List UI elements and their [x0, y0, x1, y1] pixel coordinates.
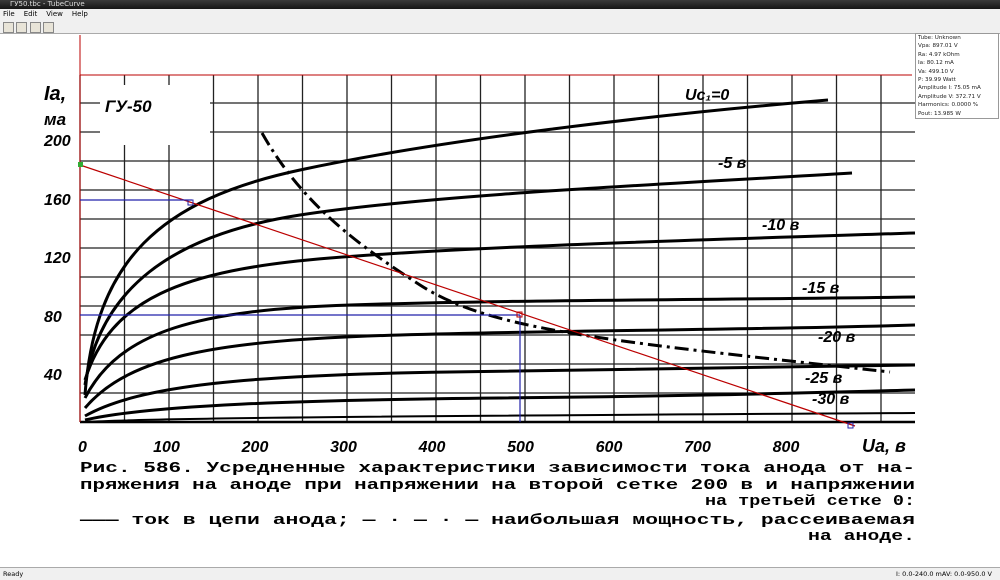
x-tick-label: 0 — [78, 439, 87, 456]
curve — [84, 363, 916, 418]
y-axis-unit: ма — [44, 110, 66, 129]
y-tick-label: 40 — [43, 367, 62, 384]
menu-bar: File Edit View Help — [0, 9, 1000, 20]
point-marker — [847, 422, 854, 429]
status-bar: Ready I: 0.0-240.0 mA V: 0.0-950.0 V — [0, 567, 1000, 580]
x-tick-label: 100 — [153, 439, 180, 456]
curve — [83, 171, 853, 386]
caption-line: на третьей сетке 0: — [705, 493, 915, 510]
load-line — [79, 164, 856, 427]
window-button[interactable] — [43, 22, 54, 33]
tube-label-box — [100, 85, 210, 145]
info-line: Ia: 80.12 mA — [918, 60, 954, 67]
voltage-range: V: 0.0-950.0 V — [946, 570, 992, 578]
curve-label: -25 в — [805, 370, 843, 387]
open-button[interactable] — [3, 22, 14, 33]
point-marker — [78, 162, 83, 167]
point-marker — [516, 311, 523, 318]
menu-item[interactable]: Edit — [23, 10, 38, 18]
info-panel: Tube: Unknown Vpa: 897.01 V Ra: 4.97 kOhm I… — [915, 33, 999, 119]
status-text: Ready — [3, 570, 24, 578]
current-range: I: 0.0-240.0 mA — [896, 570, 947, 578]
info-line: Amplitude I: 75.05 mA — [918, 85, 981, 92]
info-line: Ra: 4.97 kOhm — [918, 51, 960, 58]
info-line: Vpa: 897.01 V — [918, 43, 958, 50]
caption-line: на аноде. — [808, 528, 915, 545]
y-axis-label: Iа, — [44, 83, 66, 105]
caption-line: ——— ток в цепи анода; — · — · — наибольш… — [79, 512, 915, 529]
info-line: Harmonics: 0.0000 % — [918, 102, 979, 109]
toolbar — [0, 20, 1000, 34]
caption-line: Рис. 586. Усредненные характеристики зав… — [80, 460, 915, 477]
y-tick-label: 160 — [44, 192, 71, 209]
x-tick-label: 700 — [684, 439, 711, 456]
y-tick-label: 120 — [44, 250, 71, 267]
curve-label: -5 в — [718, 155, 747, 172]
tube-name: ГУ-50 — [105, 97, 152, 116]
curve — [83, 98, 829, 396]
menu-item[interactable]: File — [3, 10, 15, 18]
menu-item[interactable]: View — [46, 10, 63, 18]
info-line: Amplitude V: 372.71 V — [918, 93, 981, 100]
y-tick-label: 80 — [44, 309, 62, 326]
x-tick-label: 500 — [507, 439, 534, 456]
copy-button[interactable] — [30, 22, 41, 33]
x-tick-label: 200 — [241, 439, 269, 456]
curve-label: -15 в — [802, 280, 840, 297]
window-title: ГУ50.tbc - TubeCurve — [10, 0, 85, 8]
info-line: Va: 499.10 V — [918, 68, 954, 75]
curve-label: -10 в — [762, 217, 800, 234]
x-tick-label: 800 — [773, 439, 800, 456]
menu-item[interactable]: Help — [71, 10, 88, 18]
curve — [83, 295, 916, 399]
caption-line: пряжения на аноде при напряжении на втор… — [80, 477, 915, 494]
curve-label: Uc₁=0 — [685, 87, 729, 104]
curve — [84, 388, 916, 422]
y-tick-label: 200 — [43, 133, 71, 150]
save-button[interactable] — [16, 22, 27, 33]
x-tick-label: 600 — [596, 439, 623, 456]
curve — [83, 323, 916, 409]
info-line: Pout: 13.985 W — [918, 110, 961, 117]
info-line: Tube: Unknown — [918, 35, 961, 41]
x-tick-label: 300 — [330, 439, 357, 456]
x-axis-label: Uа, в — [862, 436, 906, 456]
title-bar: ГУ50.tbc - TubeCurve — [0, 0, 1000, 9]
curve-label: -20 в — [818, 329, 856, 346]
curve-label: -30 в — [812, 391, 850, 408]
power-curve — [260, 132, 891, 374]
x-tick-label: 400 — [418, 439, 446, 456]
point-marker — [187, 199, 194, 206]
curves — [83, 98, 916, 423]
curve — [84, 412, 916, 423]
info-line: P: 39.99 Watt — [918, 77, 956, 84]
